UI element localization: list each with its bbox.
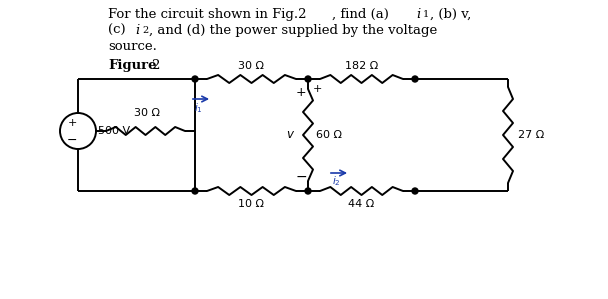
Text: −: −	[295, 170, 307, 184]
Text: 10 Ω: 10 Ω	[238, 199, 264, 209]
Text: $i_2$: $i_2$	[332, 174, 340, 188]
Text: source.: source.	[108, 40, 157, 53]
Text: i: i	[135, 24, 139, 37]
Text: 1: 1	[423, 10, 429, 19]
Text: , and (d) the power supplied by the voltage: , and (d) the power supplied by the volt…	[149, 24, 437, 37]
Text: +: +	[67, 118, 77, 128]
Text: +: +	[313, 84, 322, 94]
Text: 60 Ω: 60 Ω	[316, 130, 342, 140]
Text: 30 Ω: 30 Ω	[238, 61, 264, 71]
Text: 27 Ω: 27 Ω	[518, 130, 544, 140]
Text: 500 V: 500 V	[98, 126, 130, 136]
Text: −: −	[67, 133, 77, 147]
Text: i: i	[416, 8, 420, 21]
Text: 2: 2	[142, 26, 148, 35]
Circle shape	[412, 188, 418, 194]
Text: Figure: Figure	[108, 59, 156, 72]
Text: +: +	[295, 86, 306, 100]
Text: , (b) v,: , (b) v,	[430, 8, 471, 21]
Text: $i_1$: $i_1$	[194, 101, 203, 115]
Circle shape	[305, 76, 311, 82]
Circle shape	[305, 188, 311, 194]
Text: 182 Ω: 182 Ω	[345, 61, 378, 71]
Text: 44 Ω: 44 Ω	[348, 199, 375, 209]
Text: (c): (c)	[108, 24, 130, 37]
Text: v: v	[286, 129, 294, 141]
Circle shape	[412, 76, 418, 82]
Circle shape	[192, 76, 198, 82]
Text: 30 Ω: 30 Ω	[134, 108, 159, 118]
Text: For the circuit shown in Fig.2      , find (a): For the circuit shown in Fig.2 , find (a…	[108, 8, 393, 21]
Circle shape	[192, 188, 198, 194]
Text: 2: 2	[151, 59, 159, 72]
